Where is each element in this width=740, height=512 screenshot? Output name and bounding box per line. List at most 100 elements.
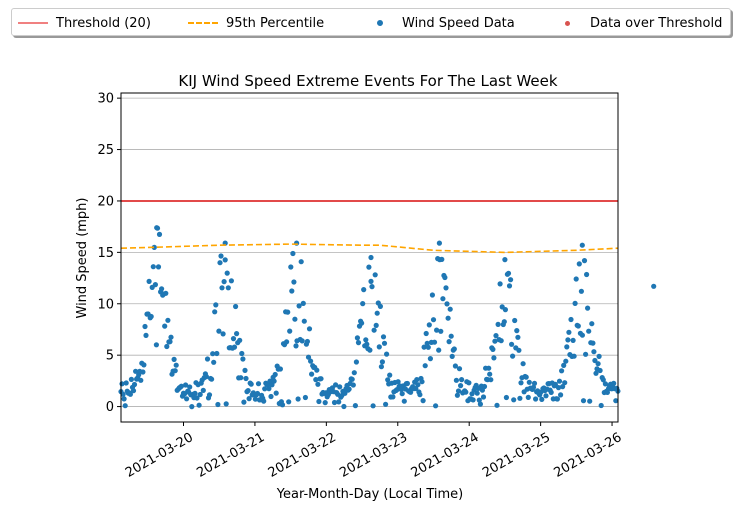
wind-data-point	[591, 349, 597, 355]
wind-data-point	[295, 396, 301, 402]
wind-peak-point	[579, 242, 585, 248]
x-tick-label: 2021-03-23	[337, 430, 410, 481]
wind-data-point	[143, 332, 149, 338]
wind-data-point	[516, 347, 522, 353]
y-tick-label: 0	[106, 400, 114, 415]
wind-data-point	[570, 337, 576, 343]
legend-item-threshold: Threshold (20)	[18, 9, 151, 37]
wind-data-point	[306, 326, 313, 332]
threshold-line-swatch	[18, 17, 48, 29]
wind-data-point	[530, 384, 537, 390]
wind-data-point	[230, 336, 237, 342]
wind-data-point	[587, 398, 593, 404]
wind-data-point	[562, 380, 568, 386]
grid-layer	[121, 97, 618, 407]
wind-data-point	[156, 231, 163, 237]
wind-data-point	[352, 403, 358, 409]
wind-data-point	[353, 359, 359, 365]
x-tick-label: 2021-03-20	[123, 430, 196, 481]
wind-data-point	[442, 274, 448, 281]
wind-data-point	[480, 394, 487, 400]
wind-data-point	[322, 400, 328, 406]
y-tick-label: 5	[106, 349, 114, 364]
wind-data-point	[565, 337, 571, 343]
wind-data-point	[225, 285, 231, 291]
wind-data-point	[130, 388, 137, 394]
wind-data-point	[237, 337, 243, 343]
wind-data-point	[502, 307, 508, 313]
wind-data-point	[131, 381, 138, 388]
wind-data-point	[453, 377, 459, 383]
wind-data-point	[383, 401, 389, 407]
wind-data-point	[336, 399, 342, 405]
wind-data-point	[390, 394, 396, 400]
wind-data-point	[331, 399, 338, 406]
wind-data-point	[371, 327, 377, 333]
wind-data-point	[600, 377, 606, 383]
wind-data-point	[404, 380, 410, 387]
wind-data-point	[209, 376, 215, 382]
legend-label-wind-data: Wind Speed Data	[402, 15, 515, 31]
wind-data-point	[313, 377, 319, 383]
wind-data-point	[488, 377, 494, 383]
wind-data-point	[266, 386, 272, 392]
wind-data-point	[385, 377, 391, 383]
wind-data-point	[142, 323, 148, 330]
wind-data-point	[354, 335, 360, 341]
wind-data-point	[351, 370, 357, 376]
chart-title: KIJ Wind Speed Extreme Events For The La…	[178, 72, 557, 90]
over-threshold-dot-swatch	[552, 17, 582, 29]
wind-data-point	[585, 305, 591, 311]
x-tick-label: 2021-03-26	[552, 430, 625, 481]
wind-data-point	[590, 340, 596, 346]
wind-data-point	[415, 382, 421, 388]
wind-data-point	[526, 379, 532, 385]
wind-data-point	[463, 389, 469, 395]
wind-data-point	[539, 396, 545, 402]
wind-data-point	[164, 343, 170, 350]
legend: Threshold (20) 95th Percentile Wind Spee…	[11, 8, 731, 36]
wind-data-point	[308, 358, 314, 364]
wind-data-point	[543, 393, 549, 399]
wind-data-point	[120, 391, 126, 397]
wind-data-point	[318, 376, 324, 382]
wind-data-point	[316, 398, 322, 405]
wind-data-point	[444, 301, 450, 307]
wind-data-point	[189, 404, 195, 410]
wind-data-point	[271, 378, 277, 384]
wind-data-point	[231, 344, 238, 350]
wind-data-point	[556, 378, 563, 384]
wind-data-point	[221, 279, 227, 285]
wind-data-point	[150, 264, 156, 270]
wind-data-point	[493, 333, 499, 339]
wind-data-point	[517, 395, 523, 401]
wind-data-point	[421, 344, 427, 350]
wind-data-point	[586, 328, 592, 334]
wind-data-point	[413, 385, 419, 392]
wind-data-point	[123, 380, 129, 386]
wind-data-point	[298, 259, 304, 265]
legend-item-percentile: 95th Percentile	[188, 9, 324, 37]
wind-data-point	[508, 277, 514, 283]
wind-data-point	[458, 383, 464, 389]
wind-data-point	[272, 371, 278, 378]
wind-data-point	[572, 300, 578, 306]
wind-data-point	[443, 285, 449, 291]
wind-data-point	[509, 341, 515, 347]
x-tick-label: 2021-03-22	[266, 430, 339, 481]
wind-peak-point	[651, 283, 657, 289]
wind-data-point	[374, 310, 380, 316]
wind-data-point	[302, 394, 308, 401]
wind-data-point	[379, 359, 385, 365]
wind-data-point	[559, 368, 565, 374]
wind-data-point	[501, 319, 507, 325]
wind-data-point	[279, 402, 286, 408]
wind-data-point	[449, 353, 455, 359]
wind-data-point	[395, 379, 401, 385]
wind-data-point	[470, 397, 476, 403]
wind-data-point	[241, 399, 247, 405]
wind-data-point	[141, 362, 147, 368]
wind-data-point	[224, 270, 230, 276]
wind-data-point	[159, 286, 165, 292]
wind-data-point	[370, 403, 376, 409]
